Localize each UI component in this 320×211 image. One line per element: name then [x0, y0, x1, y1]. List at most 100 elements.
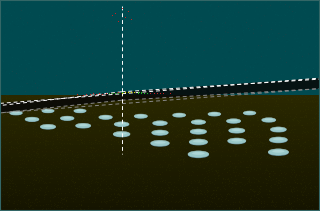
Point — [191, 159, 196, 162]
Point — [89, 146, 94, 150]
Point — [135, 92, 140, 95]
Point — [281, 73, 286, 76]
Point — [88, 25, 93, 28]
Point — [43, 192, 48, 195]
Point — [75, 153, 80, 156]
Point — [270, 44, 275, 48]
Point — [71, 87, 76, 90]
Point — [197, 30, 203, 34]
Point — [93, 179, 99, 182]
Point — [292, 128, 297, 131]
Point — [43, 36, 48, 39]
Point — [176, 45, 181, 48]
Point — [236, 60, 241, 64]
Point — [130, 185, 135, 189]
Point — [250, 77, 255, 80]
Point — [21, 159, 26, 163]
Point — [309, 120, 314, 123]
Point — [306, 138, 311, 141]
Point — [297, 0, 302, 2]
Point — [0, 118, 3, 121]
Point — [25, 158, 30, 161]
Point — [192, 193, 197, 197]
Point — [92, 60, 97, 63]
Point — [8, 2, 13, 5]
Point — [207, 129, 212, 133]
Point — [184, 188, 189, 191]
Point — [8, 181, 13, 185]
Point — [71, 132, 76, 136]
Point — [137, 134, 142, 137]
Point — [60, 22, 65, 26]
Point — [4, 86, 10, 89]
Point — [179, 129, 184, 133]
Point — [170, 14, 175, 17]
Point — [210, 196, 215, 200]
Ellipse shape — [192, 152, 205, 155]
Point — [140, 205, 145, 208]
Point — [24, 93, 29, 97]
Point — [2, 149, 7, 152]
Point — [309, 161, 314, 164]
Point — [200, 100, 205, 103]
Point — [36, 96, 41, 99]
Point — [46, 0, 51, 2]
Point — [7, 186, 12, 190]
Point — [246, 177, 251, 180]
Point — [58, 156, 63, 159]
Point — [307, 40, 312, 43]
Point — [273, 96, 278, 99]
Point — [86, 207, 91, 210]
Ellipse shape — [262, 118, 276, 122]
Point — [255, 155, 260, 158]
Point — [146, 92, 151, 95]
Polygon shape — [0, 180, 320, 184]
Point — [1, 149, 6, 152]
Point — [50, 80, 55, 84]
Point — [113, 118, 118, 122]
Point — [281, 5, 286, 8]
Point — [23, 104, 28, 107]
Point — [297, 143, 302, 147]
Point — [3, 141, 8, 145]
Point — [63, 60, 68, 63]
Point — [284, 204, 289, 207]
Point — [20, 107, 25, 110]
Point — [59, 196, 64, 199]
Point — [309, 55, 315, 58]
Point — [244, 60, 249, 63]
Polygon shape — [0, 114, 320, 118]
Point — [29, 57, 34, 61]
Point — [224, 161, 229, 164]
Point — [28, 91, 33, 94]
Point — [276, 187, 281, 190]
Point — [31, 188, 36, 191]
Point — [276, 97, 282, 101]
Point — [84, 15, 90, 18]
Point — [233, 28, 238, 32]
Point — [273, 182, 278, 186]
Point — [185, 108, 190, 112]
Point — [214, 168, 219, 172]
Point — [100, 82, 105, 85]
Point — [88, 91, 93, 94]
Point — [157, 143, 162, 146]
Point — [96, 139, 101, 142]
Point — [24, 78, 29, 81]
Point — [107, 161, 112, 165]
Point — [270, 173, 276, 177]
Point — [61, 141, 66, 145]
Point — [294, 77, 299, 80]
Point — [190, 129, 195, 132]
Point — [185, 136, 190, 139]
Point — [228, 9, 233, 12]
Point — [212, 119, 217, 122]
Point — [181, 159, 186, 163]
Point — [242, 4, 247, 8]
Ellipse shape — [74, 110, 86, 113]
Point — [80, 198, 85, 202]
Point — [205, 65, 211, 68]
Point — [179, 91, 184, 94]
Point — [2, 151, 7, 154]
Point — [158, 47, 163, 50]
